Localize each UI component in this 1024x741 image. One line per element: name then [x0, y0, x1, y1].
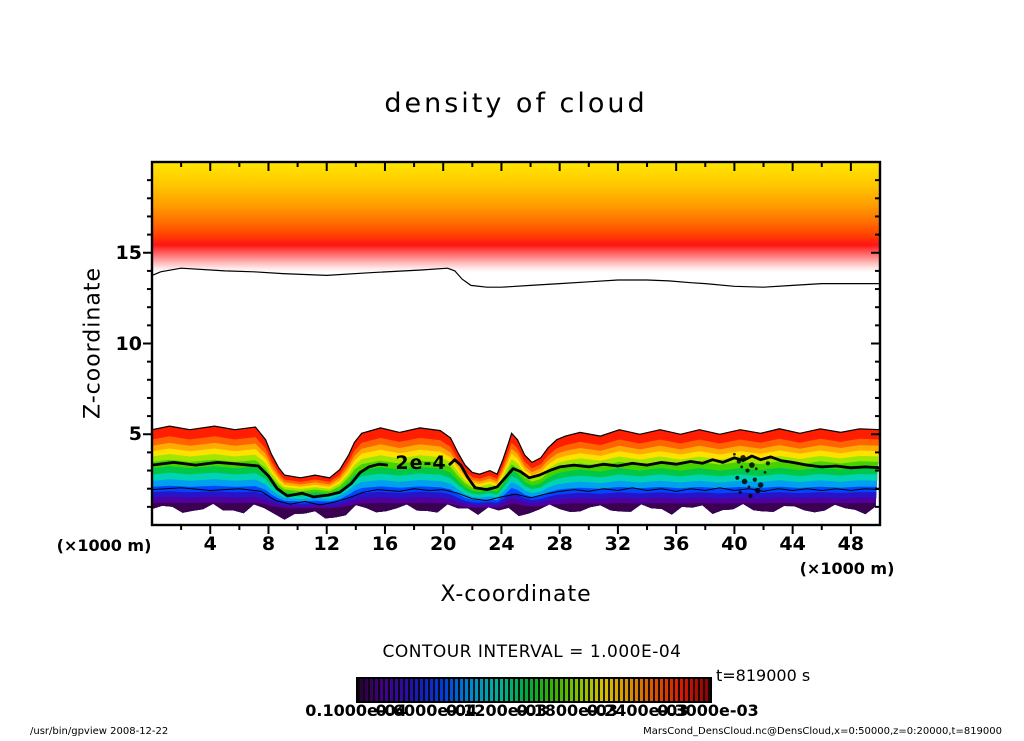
x-unit-label-left: (×1000 m) [56, 536, 152, 555]
thick-contour-2e-4 [448, 454, 881, 491]
x-tick-label: 44 [779, 533, 806, 555]
x-tick-label: 4 [203, 533, 217, 555]
upper-cloud-base-contour [151, 267, 880, 288]
time-stamp-label: t=819000 s [716, 666, 811, 685]
x-tick-label: 16 [371, 533, 399, 555]
y-tick-label: 15 [115, 241, 142, 264]
x-tick-label: 48 [837, 533, 865, 555]
x-tick-label: 32 [604, 533, 632, 555]
colorbar-tick-label: 0.2400e-03 [586, 701, 689, 720]
colorbar-tick-label: 0.1200e-03 [446, 701, 548, 720]
colorbar-tick-label: 0.6000e-04 [375, 701, 478, 720]
upper-cloud-band [152, 162, 880, 288]
thick-contour-2e-4 [151, 461, 389, 499]
inline-contour-label: 2e-4 [395, 452, 447, 474]
colorbar-tick-label: 0.1000e-04 [305, 701, 407, 720]
x-tick-label: 20 [429, 533, 457, 555]
colorbar-tick-label: 0.3000e-03 [657, 701, 759, 720]
contour-interval-text: CONTOUR INTERVAL = 1.000E-04 [382, 642, 682, 662]
page-title: density of cloud [384, 88, 648, 119]
speckle-contours [733, 452, 770, 499]
x-tick-label: 28 [546, 533, 573, 555]
thin-contour [151, 487, 881, 506]
colorbar-tick-label: 0.1800e-03 [516, 701, 618, 720]
footer-command-text: /usr/bin/gpview 2008-12-22 [30, 726, 169, 737]
y-tick-label: 5 [128, 423, 142, 446]
x-tick-label: 12 [313, 533, 340, 555]
colorbar [356, 677, 712, 703]
x-unit-label-right: (×1000 m) [799, 559, 895, 578]
x-tick-label: 8 [261, 533, 276, 555]
x-tick-label: 36 [662, 533, 690, 555]
y-tick-label: 10 [115, 332, 142, 355]
lower-cloud-band [152, 426, 880, 520]
axis-ticks [143, 162, 880, 534]
x-axis-label: X-coordinate [440, 582, 592, 607]
lower-cloud-top-contour [151, 425, 881, 479]
x-tick-label: 40 [721, 533, 748, 555]
x-tick-label: 24 [488, 533, 515, 555]
footer-file-text: MarsCond_DensCloud.nc@DensCloud,x=0:5000… [643, 726, 1002, 737]
